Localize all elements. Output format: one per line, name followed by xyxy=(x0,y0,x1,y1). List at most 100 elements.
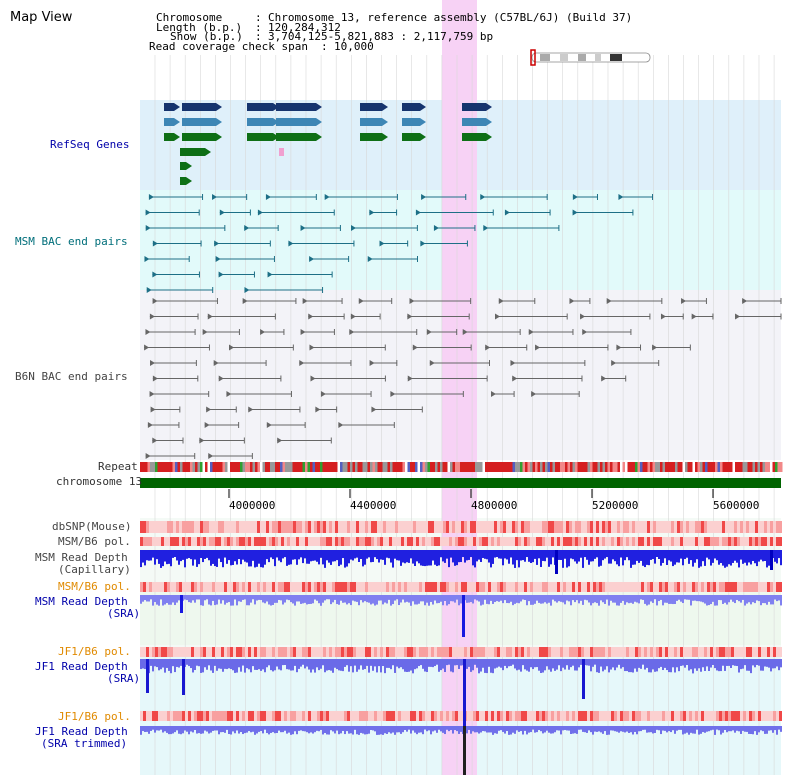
pol-mark xyxy=(191,582,194,592)
pol-mark xyxy=(200,521,203,533)
pol-mark xyxy=(719,521,722,533)
repeat-mark xyxy=(245,462,248,472)
repeat-mark xyxy=(650,462,653,472)
repeat-mark xyxy=(652,462,655,472)
repeat-mark xyxy=(307,462,310,472)
pol-mark xyxy=(608,537,611,546)
depth-bar xyxy=(300,595,302,604)
repeat-mark xyxy=(142,462,145,472)
depth-bar xyxy=(558,726,560,731)
repeat-mark xyxy=(577,462,580,472)
pol-mark xyxy=(710,647,713,657)
depth-spike xyxy=(582,659,585,699)
depth-bar xyxy=(200,595,202,606)
repeat-mark xyxy=(392,462,395,472)
depth-bar xyxy=(696,595,698,602)
pol-mark xyxy=(773,537,776,546)
depth-bar xyxy=(748,550,750,563)
pol-mark xyxy=(425,537,428,546)
depth-bar xyxy=(362,659,364,670)
pol-mark xyxy=(497,537,500,546)
pol-mark xyxy=(248,711,251,721)
gene-arrow xyxy=(420,103,426,111)
depth-bar xyxy=(490,595,492,601)
pol-mark xyxy=(254,647,257,657)
depth-bar xyxy=(758,595,760,602)
pol-mark xyxy=(689,647,692,657)
repeat-mark xyxy=(612,462,615,472)
repeat-mark xyxy=(627,462,630,472)
pol-mark xyxy=(191,711,194,721)
depth-bar xyxy=(346,595,348,605)
bac-end xyxy=(300,329,306,335)
pol-mark xyxy=(158,521,161,533)
repeat-mark xyxy=(187,462,190,472)
depth-bar xyxy=(308,659,310,670)
depth-bar xyxy=(152,550,154,558)
depth-bar xyxy=(342,550,344,559)
depth-bar xyxy=(676,726,678,731)
pol-mark xyxy=(185,647,188,657)
depth-bar xyxy=(636,595,638,603)
depth-bar xyxy=(232,659,234,671)
depth-bar xyxy=(234,550,236,562)
pol-mark xyxy=(443,582,446,592)
depth-bar xyxy=(244,659,246,673)
pol-mark xyxy=(551,647,554,657)
depth-bar xyxy=(274,550,276,567)
pol-mark xyxy=(482,582,485,592)
repeat-mark xyxy=(395,462,398,472)
bac-end xyxy=(229,344,235,351)
depth-bar xyxy=(530,550,532,564)
depth-bar xyxy=(726,595,728,605)
pol-mark xyxy=(596,647,599,657)
depth-bar xyxy=(482,550,484,558)
repeat-mark xyxy=(667,462,670,472)
depth-bar xyxy=(514,595,516,604)
repeat-mark xyxy=(630,462,633,472)
pol-mark xyxy=(350,521,353,533)
gene-arrow xyxy=(174,133,180,141)
pol-mark xyxy=(179,521,182,533)
pol-mark xyxy=(536,647,539,657)
pol-mark xyxy=(437,711,440,721)
repeat-mark xyxy=(617,462,620,472)
depth-bar xyxy=(542,659,544,673)
depth-bar xyxy=(278,595,280,600)
depth-bar xyxy=(484,726,486,732)
pol-mark xyxy=(284,647,287,657)
depth-bar xyxy=(474,659,476,665)
pol-mark xyxy=(203,647,206,657)
pol-mark xyxy=(590,582,593,592)
bac-end xyxy=(569,298,575,304)
repeat-mark xyxy=(345,462,348,472)
pol-mark xyxy=(287,711,290,721)
bac-end xyxy=(309,256,315,262)
pol-mark xyxy=(452,647,455,657)
length-value: 120,284,312 xyxy=(268,21,341,34)
pol-mark xyxy=(614,521,617,533)
pol-mark xyxy=(164,711,167,721)
depth-bar xyxy=(246,595,248,606)
pol-mark xyxy=(638,521,641,533)
depth-bar xyxy=(290,726,292,735)
depth-bar xyxy=(210,550,212,566)
depth-bar xyxy=(520,550,522,561)
gene-arrow xyxy=(186,177,192,185)
depth-bar xyxy=(306,726,308,733)
depth-bar xyxy=(196,550,198,567)
repeat-mark xyxy=(597,462,600,472)
pol-mark xyxy=(467,537,470,546)
depth-bar xyxy=(274,659,276,671)
repeat-mark xyxy=(372,462,375,472)
pol-mark xyxy=(650,537,653,546)
repeat-mark xyxy=(450,462,453,472)
depth-bar xyxy=(658,726,660,731)
pol-mark xyxy=(296,711,299,721)
bac-end xyxy=(691,313,697,320)
depth-bar xyxy=(668,726,670,732)
pol-mark xyxy=(308,537,311,546)
depth-bar xyxy=(652,726,654,734)
repeat-mark xyxy=(480,462,483,472)
